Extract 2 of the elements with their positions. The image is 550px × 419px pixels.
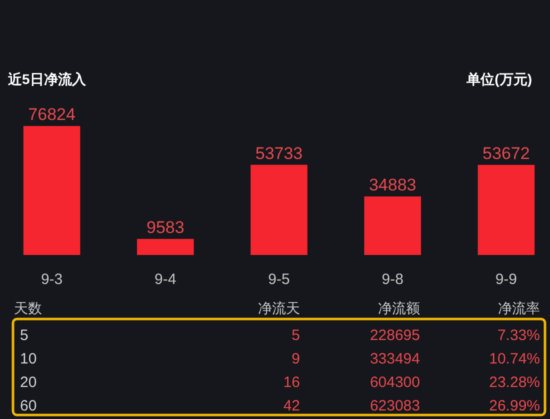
annotation: 单位(万元) [466, 71, 532, 87]
title: 近5日净流入 [8, 71, 86, 87]
